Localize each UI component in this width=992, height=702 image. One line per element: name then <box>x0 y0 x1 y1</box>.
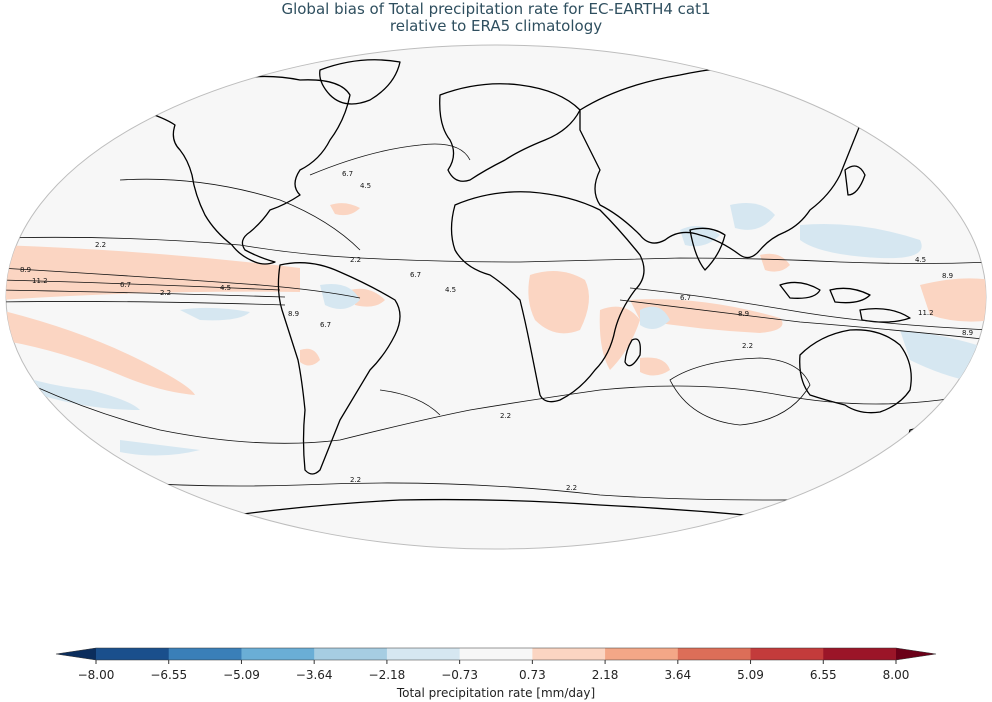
north-america-coast <box>139 75 351 265</box>
contour-label: 8.9 <box>288 310 299 318</box>
contour-label-group: 2.2 2.2 2.2 2.2 2.2 2.2 2.2 4.5 4.5 4.5 … <box>20 170 973 492</box>
colorbar-tick-label: −3.64 <box>295 668 333 682</box>
contour-label: 11.2 <box>918 309 934 317</box>
contour-label: 2.2 <box>160 289 171 297</box>
colorbar-segment <box>750 648 824 660</box>
colorbar-tick-label: 5.09 <box>737 668 764 682</box>
contour-label: 2.2 <box>95 241 106 249</box>
contour-label: 8.9 <box>738 310 749 318</box>
colorbar-segment <box>823 648 897 660</box>
greenland-coast <box>319 59 401 105</box>
contour-label: 6.7 <box>410 271 421 279</box>
map-title-line-2: relative to ERA5 climatology <box>389 17 603 35</box>
negative-bias-regions <box>6 202 986 456</box>
contour-label: 2.2 <box>742 342 753 350</box>
globe-background <box>5 44 987 550</box>
colorbar-segment <box>96 648 170 660</box>
colorbar-segment <box>677 648 752 660</box>
contour-label: 8.9 <box>962 329 973 337</box>
colorbar-tick-label: 3.64 <box>664 668 692 682</box>
colorbar-over-arrow <box>896 648 936 660</box>
colorbar-tick-label: −2.18 <box>368 668 406 682</box>
contour-label: 11.2 <box>32 277 48 285</box>
map-title-line-1: Global bias of Total precipitation rate … <box>281 0 711 18</box>
colorbar-segment <box>314 648 388 660</box>
contour-label: 6.7 <box>680 294 691 302</box>
contour-label: 6.7 <box>342 170 353 178</box>
india-coast <box>689 227 726 271</box>
contour-label: 4.5 <box>220 284 231 292</box>
contour-label: 4.5 <box>445 286 456 294</box>
colorbar <box>55 647 937 664</box>
colorbar-segment <box>168 648 242 660</box>
europe-coast <box>439 83 581 182</box>
colorbar-under-arrow <box>56 648 96 660</box>
contour-label: 6.7 <box>120 281 131 289</box>
colorbar-segment <box>459 648 533 660</box>
africa-coast <box>450 191 645 403</box>
colorbar-tick-label: −8.00 <box>77 668 115 682</box>
contour-label: 8.9 <box>20 266 31 274</box>
madagascar-coast <box>624 338 641 367</box>
contour-label: 4.5 <box>360 182 371 190</box>
contour-label: 6.7 <box>320 321 331 329</box>
colorbar-segment <box>386 648 461 660</box>
australia-coast <box>799 329 912 414</box>
japan-coast <box>844 165 866 196</box>
colorbar-tick-label: 6.55 <box>809 668 837 682</box>
colorbar-tick-label: 8.00 <box>882 668 910 682</box>
contour-label: 2.2 <box>500 412 511 420</box>
colorbar-tick-label: −6.55 <box>150 668 188 682</box>
colorbar-segment <box>532 648 606 660</box>
contour-label: 2.2 <box>350 256 361 264</box>
contour-label: 8.9 <box>942 272 953 280</box>
colorbar-tick-label: 2.18 <box>591 668 619 682</box>
contour-label: 2.2 <box>350 476 361 484</box>
contour-label: 4.5 <box>915 256 926 264</box>
colorbar-segment <box>605 648 679 660</box>
south-america-coast <box>277 262 401 475</box>
colorbar-tick-label: 0.73 <box>519 668 546 682</box>
colorbar-tick-label: −0.73 <box>441 668 479 682</box>
colorbar-tick-label: −5.09 <box>223 668 260 682</box>
colorbar-segment <box>241 648 315 660</box>
colorbar-label: Total precipitation rate [mm/day] <box>396 686 596 700</box>
positive-bias-regions <box>6 203 986 395</box>
contour-label: 2.2 <box>566 484 577 492</box>
